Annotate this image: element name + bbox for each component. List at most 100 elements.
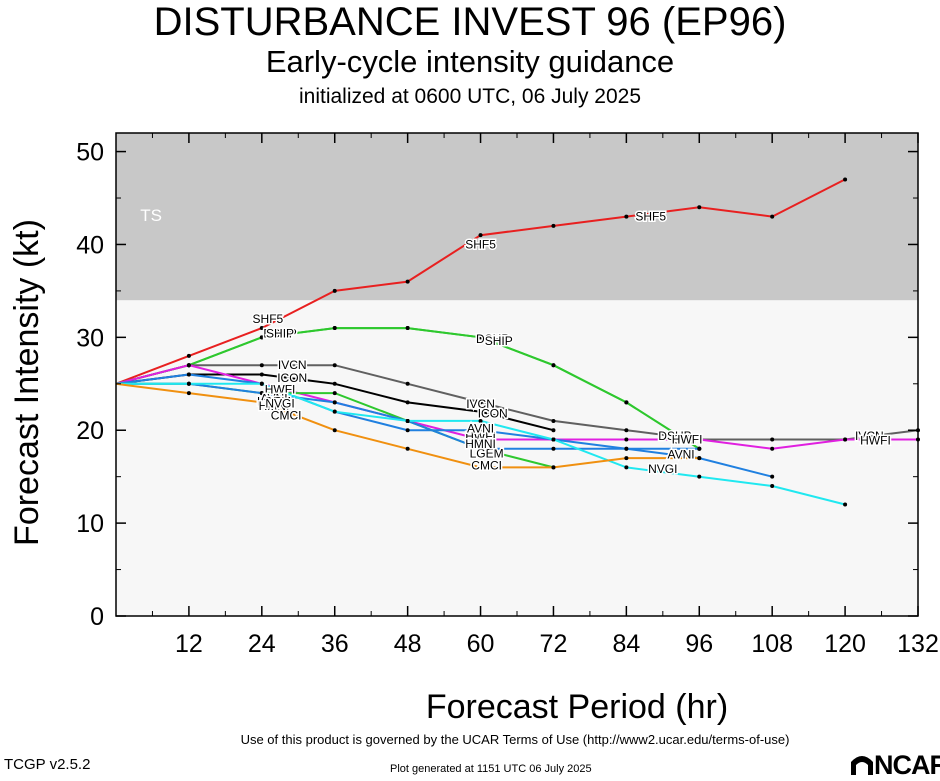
- x-tick-label: 48: [394, 630, 422, 658]
- series-point: [332, 428, 337, 433]
- series-point: [332, 409, 337, 414]
- series-point: [697, 205, 702, 210]
- series-point: [697, 446, 702, 451]
- series-label: LGEM: [470, 446, 504, 460]
- series-point: [405, 418, 410, 423]
- series-label: ICON: [478, 407, 508, 421]
- series-point: [405, 326, 410, 331]
- series-point: [259, 400, 264, 405]
- series-point: [186, 353, 191, 358]
- series-point: [259, 372, 264, 377]
- series-point: [332, 391, 337, 396]
- series-label: DSHP: [476, 332, 509, 346]
- series-point: [624, 214, 629, 219]
- version-label: TCGP v2.5.2: [4, 756, 91, 773]
- chart-subtitle: Early-cycle intensity guidance: [265, 44, 675, 79]
- series-label: CMCI: [471, 459, 502, 473]
- series-point: [624, 465, 629, 470]
- y-tick-label: 0: [90, 603, 104, 631]
- x-tick-label: 96: [685, 630, 713, 658]
- x-tick-label: 120: [824, 630, 866, 658]
- series-point: [405, 279, 410, 284]
- series-point: [332, 288, 337, 293]
- series-point: [186, 381, 191, 386]
- series-label: LGEM: [257, 394, 291, 408]
- series-point: [405, 446, 410, 451]
- x-tick-label: 84: [612, 630, 640, 658]
- x-axis-label: Forecast Period (hr): [426, 688, 728, 726]
- series-point: [770, 437, 775, 442]
- series-label: CMCI: [271, 408, 302, 422]
- series-point: [478, 233, 483, 238]
- series-point: [332, 326, 337, 331]
- chart-title: DISTURBANCE INVEST 96 (EP96): [153, 0, 787, 44]
- series-point: [697, 456, 702, 461]
- terms-of-use-note: Use of this product is governed by the U…: [240, 732, 790, 747]
- series-point: [770, 446, 775, 451]
- series-point: [551, 437, 556, 442]
- series-line: [115, 364, 918, 450]
- series-point: [770, 214, 775, 219]
- series-label: NVGI: [265, 396, 294, 410]
- generated-timestamp: Plot generated at 1151 UTC 06 July 2025: [390, 763, 592, 775]
- series-point: [478, 335, 483, 340]
- x-tick-label: 24: [248, 630, 276, 658]
- series-point: [259, 391, 264, 396]
- plot-background: TS: [116, 133, 918, 616]
- series-point: [478, 418, 483, 423]
- series-point: [551, 363, 556, 368]
- series-label: HMNI: [259, 399, 290, 413]
- series-label: HWFI: [860, 433, 891, 447]
- series-point: [405, 381, 410, 386]
- series-label: SHIP: [673, 433, 701, 447]
- series-point: [551, 446, 556, 451]
- series-point: [551, 465, 556, 470]
- series-line: [115, 364, 919, 441]
- series-point: [332, 400, 337, 405]
- series-point: [624, 456, 629, 461]
- series-point: [770, 474, 775, 479]
- axes-layer: 0 10 20 30 40 50 12 24 36 48 60 72 84 96 108 120 132 Fore…: [8, 132, 939, 726]
- x-tick-label: 132: [897, 630, 939, 658]
- series-point: [551, 428, 556, 433]
- series-label: AVNI: [467, 421, 494, 435]
- series-point: [697, 437, 702, 442]
- series-point: [770, 483, 775, 488]
- series-label: SHF5: [253, 312, 284, 326]
- series-point: [843, 177, 848, 182]
- series-point: [186, 391, 191, 396]
- series-point: [551, 223, 556, 228]
- series-label: SHIP: [266, 327, 294, 341]
- series-point: [186, 372, 191, 377]
- init-time-line: initialized at 0600 UTC, 06 July 2025: [298, 85, 642, 108]
- series-point: [478, 446, 483, 451]
- series-point: [259, 363, 264, 368]
- series-point: [186, 363, 191, 368]
- series-point: [843, 502, 848, 507]
- series-point: [843, 437, 848, 442]
- series-point: [405, 400, 410, 405]
- y-tick-label: 50: [76, 139, 104, 167]
- y-tick-label: 40: [76, 231, 104, 259]
- x-tick-label: 60: [467, 630, 495, 658]
- series-point: [478, 409, 483, 414]
- series-label: IVCN: [466, 397, 495, 411]
- series-point: [624, 400, 629, 405]
- series-point: [478, 465, 483, 470]
- intensity-band: [116, 133, 918, 301]
- series-label: HWFI: [265, 382, 296, 396]
- x-tick-label: 12: [175, 630, 203, 658]
- series-point: [478, 437, 483, 442]
- series-point: [551, 418, 556, 423]
- series-line: [115, 373, 773, 478]
- series-label: HWFI: [465, 430, 496, 444]
- ncar-logo: NCAR: [848, 750, 940, 780]
- series-point: [624, 446, 629, 451]
- series-label: NVGI: [648, 462, 677, 476]
- series-point: [405, 428, 410, 433]
- series-point: [478, 400, 483, 405]
- x-tick-label: 36: [321, 630, 349, 658]
- y-tick-label: 20: [76, 417, 104, 445]
